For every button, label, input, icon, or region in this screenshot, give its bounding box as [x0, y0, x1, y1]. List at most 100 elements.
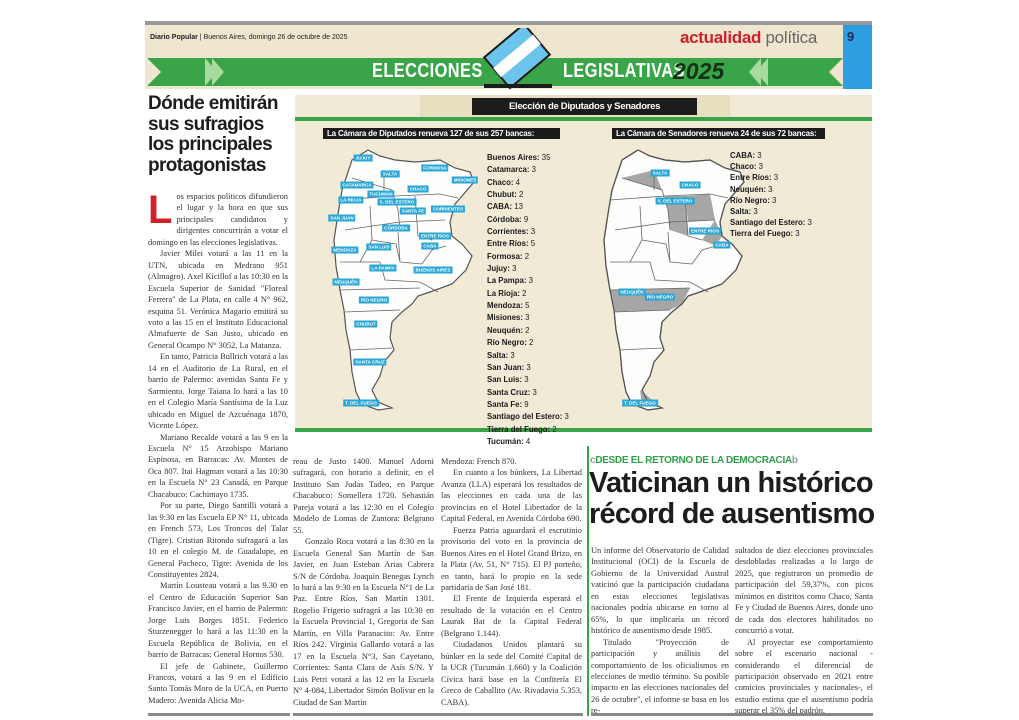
seat-item: Tierra del Fuego: 2: [487, 424, 569, 436]
seat-count: 3: [509, 264, 517, 274]
chevron-icon: [756, 58, 768, 86]
province-name: Río Negro:: [487, 338, 527, 348]
green-rule: [295, 117, 872, 121]
map-label: BUENOS AIRES: [413, 266, 453, 274]
map-label: LA RIOJA: [338, 196, 364, 204]
paragraph: El Frente de Izquierda esperará el resul…: [441, 594, 582, 638]
bottom-rule: [293, 713, 583, 716]
province-border: [619, 347, 663, 351]
province-name: Córdoba:: [487, 214, 522, 224]
province-border: [613, 309, 671, 313]
province-border: [340, 261, 439, 293]
map-label: RÍO NEGRO: [644, 293, 676, 301]
seat-count: 3: [528, 227, 536, 237]
map-label: S. DEL ESTERO: [377, 198, 417, 206]
province-border: [610, 261, 709, 293]
map-label: S. DEL ESTERO: [655, 197, 695, 205]
province-name: Entre Ríos:: [730, 173, 772, 183]
map-label: CHUBUT: [354, 320, 378, 328]
map-label: NEUQUÉN: [332, 278, 360, 286]
map-label: SAN LUIS: [366, 243, 392, 251]
banner-elecciones: ELECCIONES: [372, 60, 483, 82]
province-name: Tierra del Fuego:: [730, 229, 794, 239]
paragraph: Gonzalo Roca votará a las 8:30 en la Esc…: [293, 537, 434, 707]
map-label: CHACO: [679, 181, 701, 189]
province-name: CABA:: [730, 151, 756, 160]
seat-count: 4: [513, 177, 520, 187]
seat-item: Chubut: 2: [487, 189, 569, 201]
seat-item: Buenos Aires: 35: [487, 152, 569, 164]
paragraph: Titulado "Proyección de participación y …: [591, 637, 729, 716]
seat-item: Tierra del Fuego: 3: [730, 228, 812, 239]
seat-count: 2: [526, 338, 534, 348]
province-border: [667, 231, 717, 265]
map-label: RÍO NEGRO: [358, 296, 390, 304]
seat-count: 3: [805, 218, 812, 228]
paragraph: Martín Lousteau votará a las 9.30 en el …: [148, 581, 288, 660]
seat-item: Entre Ríos: 3: [730, 172, 812, 183]
province-name: Mendoza:: [487, 301, 523, 311]
paragraph: sultados de diez elecciones provinciales…: [735, 546, 873, 636]
paragraph: Ciudadanos Unidos plantará su búnker en …: [441, 640, 582, 707]
map-label: ENTRE RÍOS: [688, 227, 722, 235]
province-name: Neuquén:: [730, 184, 766, 194]
ballot-box-icon: [482, 28, 552, 90]
map-label: CABA: [713, 241, 731, 249]
province-name: Salta:: [730, 207, 752, 217]
province-name: Corrientes:: [487, 227, 529, 237]
seat-count: 3: [524, 362, 531, 372]
top-rule: [145, 21, 872, 25]
section-light: política: [765, 28, 818, 47]
province-border: [349, 347, 393, 351]
chevron-icon: [147, 58, 161, 86]
paragraph: El jefe de Gabinete, Guillermo Francos, …: [148, 661, 288, 705]
seat-count: 2: [522, 325, 530, 335]
paragraph: Mendoza: French 870.: [441, 457, 517, 466]
seat-count: 2: [522, 251, 530, 261]
province-border: [344, 219, 446, 231]
article-column-2: reau de Justo 1400. Manuel Adorni sufrag…: [293, 456, 434, 708]
green-rule: [295, 428, 872, 432]
country-outline: [603, 149, 745, 411]
article-column-1: Un informe del Observatorio de Calidad I…: [591, 545, 729, 717]
seat-count: 2: [516, 190, 524, 200]
article-headline: Vaticinan un histórico récord de ausenti…: [589, 467, 875, 530]
seat-count: 3: [756, 162, 763, 172]
seat-count: 3: [526, 276, 533, 286]
seat-item: Salta: 3: [730, 206, 812, 217]
seat-item: Neuquén: 3: [730, 184, 812, 195]
province-name: Santiago del Estero:: [730, 218, 806, 228]
map-label: CHACO: [407, 185, 429, 193]
infographic-title: Elección de Diputados y Senadores: [472, 98, 697, 115]
province-border: [641, 239, 671, 263]
seat-count: 3: [755, 151, 762, 160]
map-label: CORRIENTES: [430, 205, 466, 213]
seat-item: Chaco: 4: [487, 177, 569, 189]
seat-item: Neuquén: 2: [487, 325, 569, 337]
bottom-rule: [591, 713, 873, 716]
seat-item: CABA: 3: [730, 150, 812, 161]
province-name: San Juan:: [487, 362, 525, 372]
province-name: Chaco:: [487, 177, 514, 187]
seat-item: Santiago del Estero: 3: [487, 411, 569, 423]
province-name: Buenos Aires:: [487, 153, 540, 162]
province-name: Formosa:: [487, 251, 523, 261]
seat-item: Misiones: 3: [487, 312, 569, 324]
senadores-seat-list: CABA: 3 Chaco: 3 Entre Ríos: 3 Neuquén: 3 Rí…: [730, 150, 812, 240]
seat-item: Salta: 3: [487, 350, 569, 362]
banner-legislativas: LEGISLATIVAS: [563, 60, 685, 82]
paragraph: Fuerza Patria aguardará el escrutinio pr…: [441, 525, 582, 592]
province-border: [343, 309, 401, 313]
map-label: TUCUMÁN: [367, 190, 395, 198]
senadores-map: [603, 149, 745, 411]
article-column-3: Mendoza: French 870. En cuanto a los búnk…: [441, 456, 582, 708]
senadores-heading: La Cámara de Senadores renueva 24 de sus…: [612, 128, 825, 139]
seat-item: Corrientes: 3: [487, 226, 569, 238]
map-label: FORMOSA: [421, 164, 449, 172]
drop-cap: L: [148, 188, 173, 232]
seat-count: 3: [522, 375, 529, 385]
map-label: CABA: [421, 242, 439, 250]
seat-item: Santiago del Estero: 3: [730, 217, 812, 228]
map-label: CATAMARCA: [340, 181, 374, 189]
